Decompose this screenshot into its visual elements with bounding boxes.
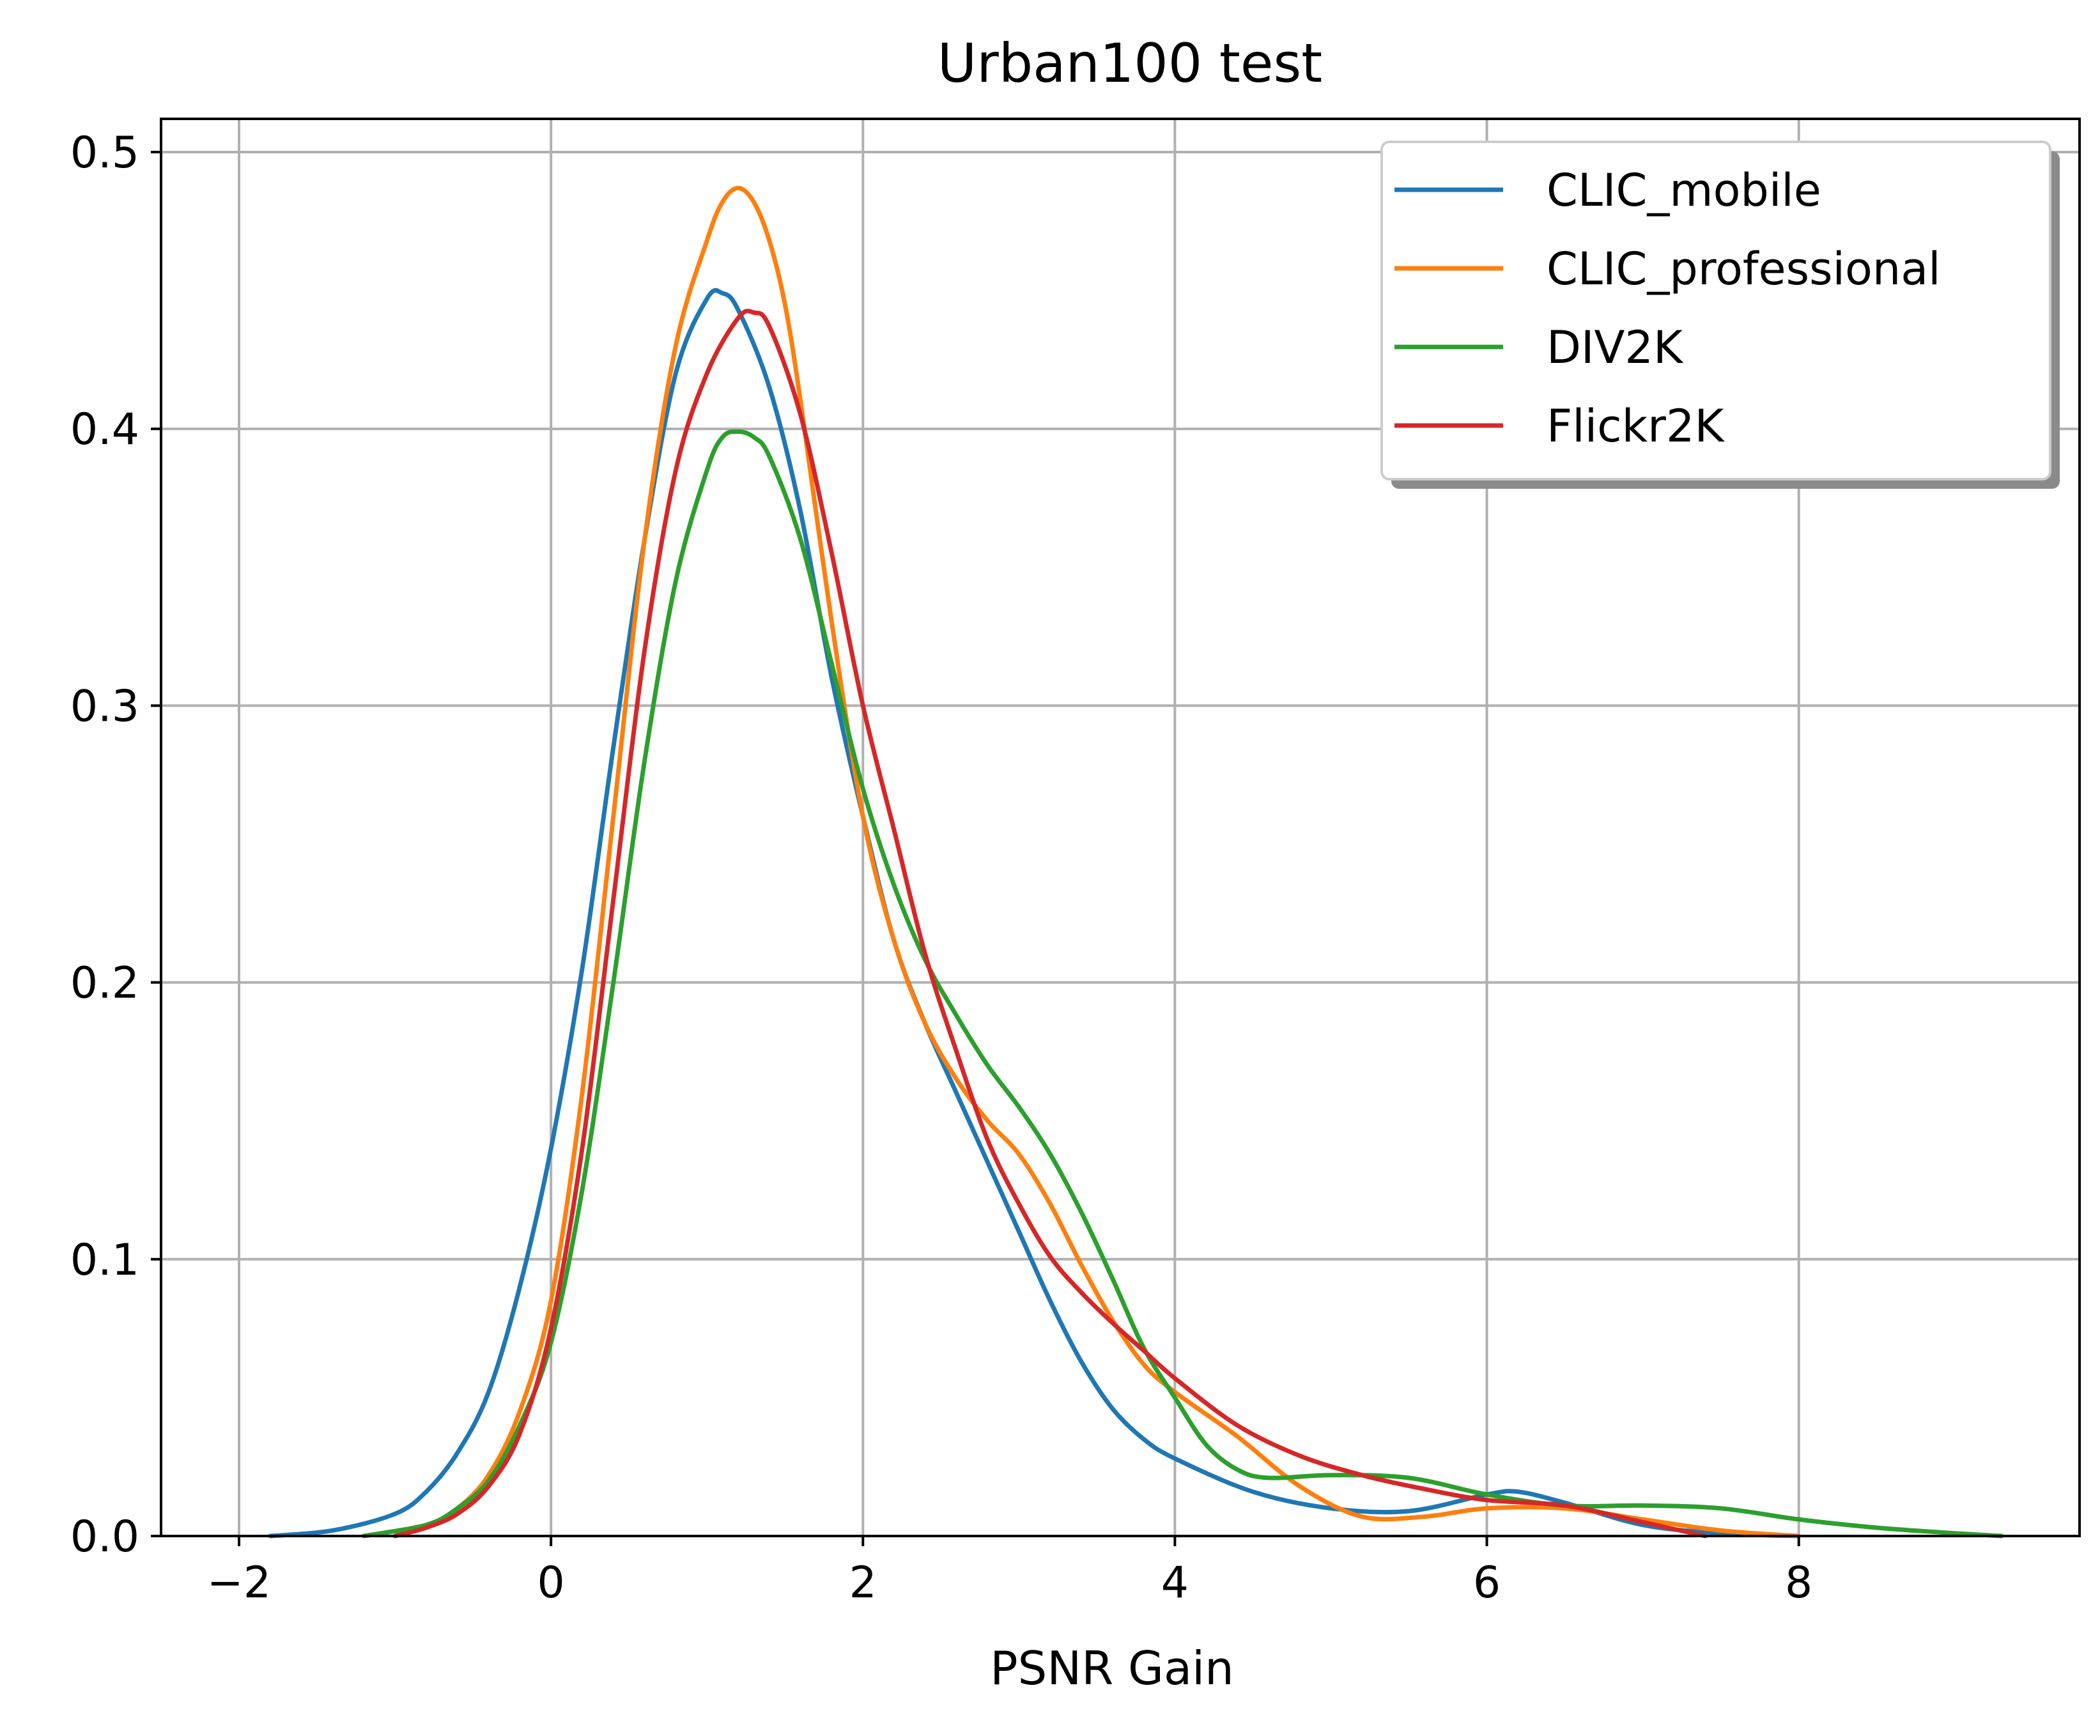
x-tick-label: 4	[1161, 1558, 1189, 1608]
y-tick-label: 0.4	[70, 404, 139, 455]
x-tick-label: 8	[1785, 1558, 1812, 1608]
legend-box	[1380, 141, 2051, 480]
series-line-flickr2k	[392, 309, 1708, 1539]
plot-frame	[160, 118, 2081, 1537]
x-tick-label: 0	[537, 1558, 565, 1608]
legend-label-div2k: DIV2K	[1547, 321, 1684, 374]
y-tick-label: 0.3	[70, 681, 139, 732]
y-tick-label: 0.5	[70, 128, 139, 178]
x-tick-label: 6	[1473, 1558, 1501, 1608]
x-tick-label: 2	[849, 1558, 877, 1608]
y-tick-label: 0.1	[70, 1235, 139, 1286]
series-line-clic-professional	[361, 185, 1802, 1539]
y-tick-label: 0.2	[70, 958, 139, 1009]
series-line-div2k	[361, 429, 2004, 1539]
chart-title: Urban100 test	[938, 32, 1322, 95]
legend-label-flickr2k: Flickr2K	[1547, 400, 1725, 452]
axis-ticks: −2 0 2 4 6 8 0.0 0.1 0.2 0.3 0.4 0.5	[70, 128, 1812, 1608]
y-tick-label: 0.0	[70, 1512, 139, 1562]
legend-label-clic-mobile: CLIC_mobile	[1547, 164, 1821, 217]
series-line-clic-mobile	[268, 288, 1802, 1539]
series-lines	[268, 185, 2004, 1539]
legend-label-clic-professional: CLIC_professional	[1547, 243, 1941, 295]
legend-items: CLIC_mobile CLIC_professional DIV2K Flickr2…	[1394, 164, 1941, 452]
x-axis-label: PSNR Gain	[990, 1641, 1233, 1695]
x-tick-label: −2	[207, 1558, 271, 1608]
legend: CLIC_mobile CLIC_professional DIV2K Flickr2…	[1380, 141, 2060, 489]
